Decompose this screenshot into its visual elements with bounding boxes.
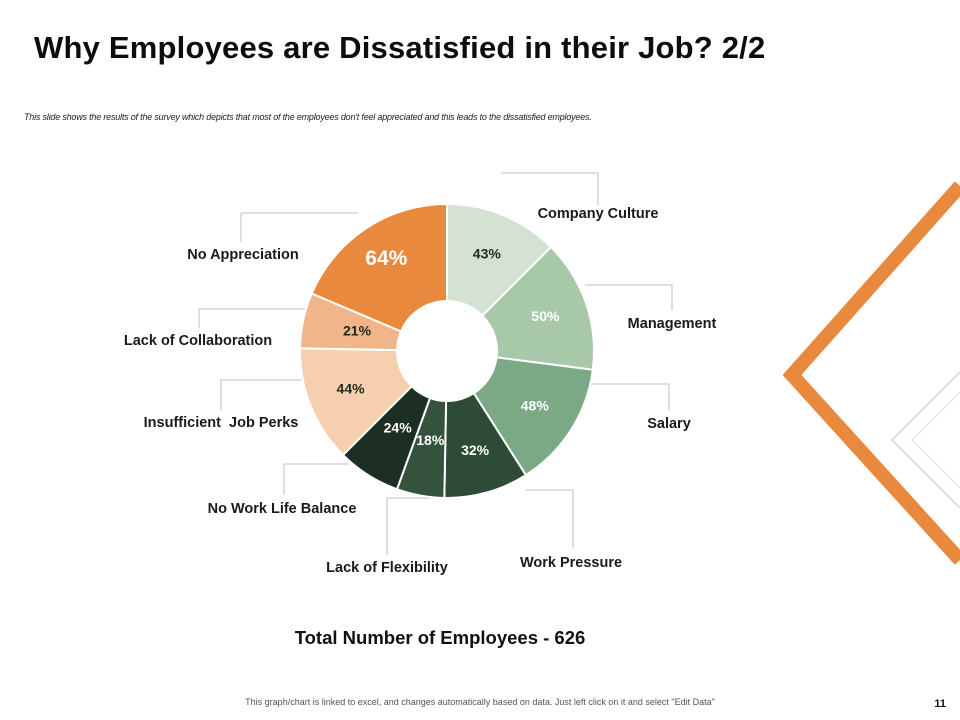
category-labels: Company Culture Management Salary Work Pres… [124,206,717,576]
leader-line-company-culture [501,172,599,205]
leader-line-no-work-life-balance [283,463,349,495]
category-label-no-work-life-balance: No Work Life Balance [208,501,357,517]
leader-line-lack-of-flexibility [386,497,444,555]
category-label-insufficient-job-perks: Insufficient Job Perks [144,415,299,431]
percent-label-lack-of-flexibility: 18% [416,432,445,448]
percent-label-work-pressure: 32% [461,442,490,458]
slice-salary [472,356,594,477]
leader-line-no-appreciation [240,212,358,242]
leader-line-lack-of-collaboration [198,308,311,328]
leader-line-insufficient-job-perks [220,379,305,410]
category-label-work-pressure: Work Pressure [520,555,622,571]
slice-company-culture [446,202,553,318]
slice-no-appreciation [310,202,448,333]
category-label-lack-of-flexibility: Lack of Flexibility [326,560,448,576]
category-label-lack-of-collaboration: Lack of Collaboration [124,333,272,349]
category-label-management: Management [628,316,717,332]
slice-management [480,245,595,371]
percent-label-insufficient-job-perks: 44% [337,381,366,397]
category-label-salary: Salary [647,416,691,432]
leader-line-management [585,284,673,310]
slice-insufficient-job-perks [299,347,414,457]
percent-label-management: 50% [531,308,560,324]
percent-label-lack-of-collaboration: 21% [343,323,372,339]
page-number: 11 [934,698,946,710]
category-label-company-culture: Company Culture [538,206,659,222]
footer-note: This graph/chart is linked to excel, and… [245,697,715,707]
percent-labels: 43% 50% 48% 32% 18%24% 44% 21% 64% [337,246,560,458]
leader-line-salary [586,383,670,410]
donut-slices [299,202,595,499]
percent-label-company-culture: 43% [473,246,502,262]
percent-label-salary: 48% [521,397,550,413]
percent-label-no-appreciation: 64% [365,247,407,270]
total-employees-label: Total Number of Employees - 626 [294,627,586,648]
leader-line-work-pressure [526,489,574,548]
grey-chevron-line-outer [890,371,960,509]
category-label-no-appreciation: No Appreciation [187,247,298,263]
slide-title: Why Employees are Dissatisfied in their … [34,30,766,65]
orange-chevron-shape [782,181,960,565]
grey-chevron-line-inner [910,391,960,489]
percent-label-no-work-life-balance: 24% [384,419,413,435]
slide-subtitle: This slide shows the results of the surv… [24,112,592,122]
leader-lines [198,172,673,555]
